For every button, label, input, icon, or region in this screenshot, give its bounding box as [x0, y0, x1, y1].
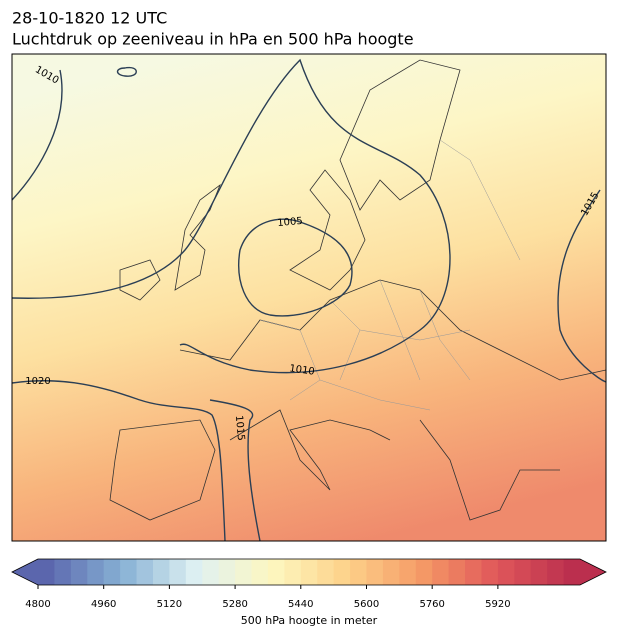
colorbar-swatch [399, 559, 417, 585]
colorbar-tick-label: 4800 [25, 599, 50, 610]
isobar-label: 1020 [25, 376, 50, 387]
colorbar-swatch [169, 559, 187, 585]
colorbar-swatch [300, 559, 318, 585]
colorbar-swatch [448, 559, 466, 585]
isobar-label: 1005 [277, 216, 303, 229]
colorbar-swatch [547, 559, 565, 585]
colorbar-tick-label: 5600 [354, 599, 379, 610]
colorbar-swatch [563, 559, 581, 585]
colorbar-swatch [382, 559, 400, 585]
isobar [209, 399, 261, 542]
isobar [116, 66, 137, 77]
borders [259, 139, 521, 411]
colorbar-swatch [202, 559, 220, 585]
colorbar-swatch [251, 559, 269, 585]
colorbar-swatch [530, 559, 548, 585]
colorbar-label: 500 hPa hoogte in meter [241, 614, 378, 627]
colorbar-swatch [514, 559, 532, 585]
colorbar-swatch [218, 559, 236, 585]
colorbar-swatch [103, 559, 121, 585]
colorbar-swatch [267, 559, 285, 585]
map [11, 53, 607, 542]
colorbar-tick-label: 5120 [157, 599, 182, 610]
colorbar-swatch [432, 559, 450, 585]
colorbar-extend-low [12, 559, 38, 585]
colorbar-tick-label: 5280 [222, 599, 247, 610]
colorbar-swatch [185, 559, 203, 585]
colorbar-swatch [415, 559, 433, 585]
colorbar-swatch [136, 559, 154, 585]
isobar [557, 189, 607, 383]
map-frame [11, 53, 607, 542]
colorbar-swatch [465, 559, 482, 585]
colorbar-tick-label: 5920 [485, 599, 510, 610]
colorbar-frame [11, 558, 607, 586]
colorbar-swatch [87, 559, 105, 585]
colorbar-swatch [366, 559, 384, 585]
colorbar-swatch [350, 559, 367, 585]
colorbar-tick-label: 5760 [419, 599, 444, 610]
colorbar-swatch [317, 559, 335, 585]
isobar [11, 380, 226, 542]
colorbar-swatch [70, 559, 88, 585]
colorbar-swatch [481, 559, 499, 585]
colorbar-swatch [235, 559, 253, 585]
colorbar-tick-label: 4960 [91, 599, 116, 610]
colorbar-tick-label: 5440 [288, 599, 313, 610]
isobar [238, 218, 353, 317]
isobar-label: 1010 [289, 363, 316, 377]
isobar-label: 1015 [233, 415, 246, 441]
map-field [12, 54, 606, 541]
colorbar-swatch [152, 559, 170, 585]
isobar [11, 69, 63, 201]
colorbar-swatch [333, 559, 351, 585]
colorbar-swatch [54, 559, 72, 585]
colorbar-swatch [497, 559, 515, 585]
colorbar-swatch [284, 559, 302, 585]
colorbar-swatch [120, 559, 138, 585]
date: 28-10-1820 12 UTC [12, 9, 167, 28]
colorbar-extend-high [580, 559, 606, 585]
isobar [11, 58, 451, 374]
title: Luchtdruk op zeeniveau in hPa en 500 hPa… [12, 30, 414, 49]
colorbar: 4800 4960 5120 5280 5440 5600 5760 5920 [11, 558, 607, 610]
colorbar-swatch [38, 559, 55, 585]
